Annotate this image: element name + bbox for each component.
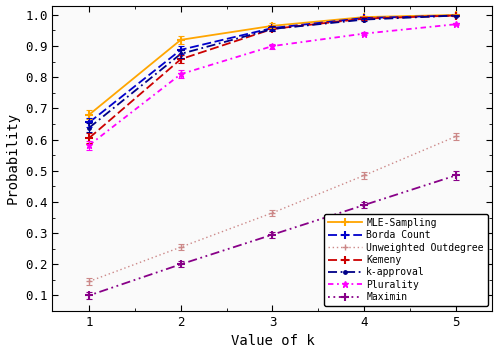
Y-axis label: Probability: Probability — [5, 112, 19, 204]
X-axis label: Value of k: Value of k — [231, 335, 314, 348]
Legend: MLE-Sampling, Borda Count, Unweighted Outdegree, Kemeny, k-approval, Plurality, : MLE-Sampling, Borda Count, Unweighted Ou… — [324, 214, 488, 306]
